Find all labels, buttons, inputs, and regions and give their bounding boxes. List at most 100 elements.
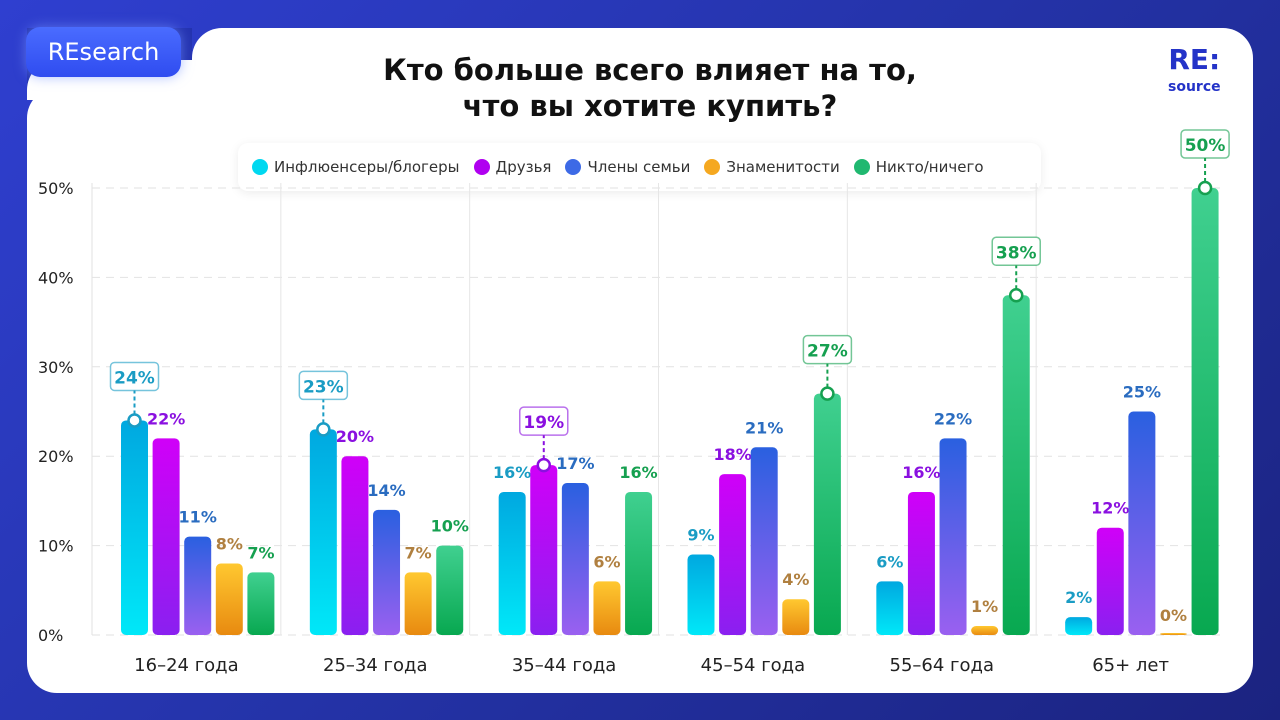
data-label: 38% (996, 243, 1037, 263)
legend-swatch (853, 159, 870, 175)
legend-swatch (473, 159, 490, 175)
data-label: 20% (336, 427, 374, 446)
chart-title: Кто больше всего влияет на то, что вы хот… (300, 52, 1000, 124)
highlight-label-box (802, 334, 853, 365)
data-label: 9% (687, 526, 714, 545)
data-label: 19% (523, 413, 564, 433)
bar (404, 572, 432, 635)
x-tick-label: 45–54 года (701, 655, 805, 676)
data-label: 16% (902, 463, 940, 482)
highlight-marker (1197, 180, 1213, 196)
highlight-marker (820, 386, 835, 401)
title-line-1: Кто больше всего влияет на то, (383, 53, 917, 87)
legend-item: Никто/ничего (853, 158, 984, 176)
data-label: 16% (493, 463, 531, 482)
bar (625, 491, 653, 635)
data-label: 8% (216, 534, 243, 553)
highlight-marker (1008, 288, 1024, 303)
highlight-marker (316, 422, 331, 437)
bar (530, 465, 558, 635)
legend: Инфлюенсеры/блогеры Друзья Члены семьи Знам… (238, 143, 1041, 191)
x-tick-label: 25–34 года (323, 655, 427, 676)
bar (309, 429, 337, 635)
bar (341, 456, 369, 635)
data-label: 24% (114, 368, 155, 388)
bar (1065, 617, 1093, 635)
legend-label: Друзья (495, 158, 552, 176)
bar (782, 599, 810, 635)
data-label: 22% (147, 409, 185, 428)
data-label: 50% (1185, 136, 1226, 156)
data-label: 7% (247, 543, 274, 562)
legend-label: Члены семьи (587, 158, 691, 176)
resource-logo: RE: source (1168, 44, 1221, 96)
bar (719, 474, 747, 635)
legend-swatch (252, 159, 268, 175)
logo-top: RE: (1168, 43, 1221, 76)
y-tick-label: 30% (38, 358, 74, 377)
data-label: 27% (807, 342, 848, 362)
legend-item: Знаменитости (704, 158, 840, 176)
data-label: 12% (1091, 499, 1129, 518)
data-label: 23% (303, 377, 344, 397)
data-label: 11% (179, 508, 217, 527)
data-label: 2% (1065, 588, 1092, 607)
bar (184, 536, 212, 635)
legend-item: Члены семьи (565, 158, 690, 176)
data-label: 1% (971, 597, 998, 616)
bar (561, 483, 589, 635)
highlight-marker (536, 457, 552, 473)
bar (247, 572, 275, 635)
bar (687, 554, 715, 635)
highlight-label-box (109, 361, 160, 392)
y-tick-label: 0% (38, 626, 63, 645)
highlight-label-box (1180, 129, 1230, 159)
data-label: 7% (405, 543, 432, 562)
bar (907, 491, 935, 635)
legend-swatch (565, 159, 582, 175)
bar (373, 509, 401, 635)
legend-label: Знаменитости (726, 158, 840, 176)
bar (813, 393, 841, 635)
data-label: 10% (431, 517, 469, 536)
bar (1002, 295, 1030, 635)
bar (593, 581, 621, 635)
data-label: 16% (619, 463, 657, 482)
y-tick-label: 40% (38, 268, 74, 287)
data-label: 17% (556, 454, 594, 473)
bar (152, 438, 180, 635)
legend-label: Никто/ничего (875, 158, 984, 176)
research-badge: REsearch (26, 27, 181, 77)
bar (876, 581, 904, 635)
y-tick-label: 20% (38, 447, 74, 466)
bar (1096, 527, 1124, 635)
data-label: 4% (782, 570, 809, 589)
data-label: 6% (876, 552, 903, 571)
bar (1159, 633, 1187, 635)
y-tick-label: 10% (38, 537, 74, 556)
highlight-marker (127, 413, 142, 428)
bar (498, 491, 526, 635)
card-top (192, 28, 1253, 148)
highlight-label-box (298, 370, 349, 401)
logo-bottom: source (1168, 79, 1221, 95)
bar (1128, 411, 1156, 635)
highlight-label-box (991, 236, 1041, 267)
x-tick-label: 55–64 года (890, 655, 994, 676)
x-tick-label: 65+ лет (1092, 655, 1169, 676)
data-label: 14% (367, 481, 405, 500)
bar (1191, 188, 1219, 635)
data-label: 22% (934, 409, 972, 428)
data-label: 18% (713, 445, 751, 464)
x-tick-label: 16–24 года (134, 655, 238, 676)
legend-swatch (704, 159, 721, 175)
legend-item: Друзья (473, 158, 552, 176)
bar (971, 626, 999, 635)
bar (939, 438, 967, 635)
data-label: 21% (745, 418, 783, 437)
bar (750, 447, 778, 635)
legend-label: Инфлюенсеры/блогеры (274, 158, 460, 176)
bar (436, 545, 464, 635)
legend-item: Инфлюенсеры/блогеры (252, 158, 460, 176)
